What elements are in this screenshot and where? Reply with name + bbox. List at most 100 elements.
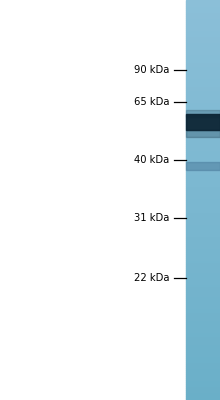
Bar bbox=[186, 38, 220, 40]
Bar bbox=[186, 224, 220, 226]
Bar bbox=[186, 132, 220, 134]
Bar bbox=[186, 14, 220, 16]
Bar bbox=[186, 356, 220, 358]
Bar bbox=[186, 376, 220, 378]
Bar bbox=[186, 372, 220, 374]
Bar bbox=[186, 316, 220, 318]
Bar bbox=[186, 344, 220, 346]
Bar bbox=[186, 30, 220, 32]
Bar bbox=[186, 238, 220, 240]
Bar bbox=[186, 4, 220, 6]
Text: 40 kDa: 40 kDa bbox=[134, 155, 169, 165]
Bar bbox=[186, 328, 220, 330]
Bar bbox=[186, 112, 220, 114]
Bar bbox=[186, 302, 220, 304]
Bar bbox=[186, 346, 220, 348]
Bar bbox=[186, 366, 220, 368]
Bar bbox=[186, 368, 220, 370]
Bar bbox=[186, 12, 220, 14]
Bar bbox=[186, 330, 220, 332]
Bar bbox=[186, 36, 220, 38]
Bar bbox=[186, 64, 220, 66]
Bar bbox=[186, 10, 220, 12]
Bar bbox=[186, 250, 220, 252]
Bar bbox=[186, 74, 220, 76]
Bar bbox=[186, 230, 220, 232]
Bar bbox=[186, 258, 220, 260]
Bar bbox=[186, 32, 220, 34]
Bar bbox=[186, 160, 220, 162]
Bar bbox=[186, 90, 220, 92]
Bar bbox=[186, 394, 220, 396]
Bar bbox=[186, 166, 220, 168]
Bar bbox=[186, 210, 220, 212]
Bar bbox=[186, 204, 220, 206]
Bar bbox=[186, 226, 220, 228]
Bar bbox=[186, 50, 220, 52]
Bar bbox=[186, 280, 220, 282]
Bar bbox=[186, 234, 220, 236]
Bar bbox=[186, 144, 220, 146]
Bar bbox=[186, 374, 220, 376]
Bar bbox=[186, 118, 220, 120]
Bar bbox=[186, 220, 220, 222]
Bar bbox=[186, 378, 220, 380]
Bar bbox=[186, 156, 220, 158]
Bar bbox=[186, 128, 220, 130]
Bar bbox=[186, 340, 220, 342]
Bar bbox=[186, 276, 220, 278]
Bar bbox=[186, 86, 220, 88]
Bar bbox=[186, 116, 220, 118]
Bar bbox=[186, 396, 220, 398]
Bar bbox=[186, 296, 220, 298]
Bar bbox=[186, 212, 220, 214]
Bar bbox=[186, 176, 220, 178]
Bar bbox=[186, 282, 220, 284]
Bar bbox=[186, 362, 220, 364]
Bar bbox=[186, 40, 220, 42]
Bar bbox=[186, 370, 220, 372]
Bar bbox=[186, 44, 220, 46]
Bar bbox=[186, 168, 220, 170]
Bar bbox=[186, 242, 220, 244]
Bar bbox=[186, 108, 220, 110]
Bar bbox=[186, 218, 220, 220]
Bar bbox=[186, 348, 220, 350]
Bar bbox=[186, 78, 220, 80]
Bar bbox=[186, 82, 220, 84]
Bar bbox=[186, 360, 220, 362]
Bar bbox=[186, 60, 220, 62]
Bar bbox=[186, 114, 220, 130]
Text: 31 kDa: 31 kDa bbox=[134, 213, 169, 223]
Bar bbox=[186, 308, 220, 310]
Bar bbox=[186, 260, 220, 262]
Bar bbox=[186, 350, 220, 352]
Bar bbox=[186, 304, 220, 306]
Bar bbox=[186, 254, 220, 256]
Bar bbox=[186, 266, 220, 268]
Bar bbox=[186, 174, 220, 176]
Bar bbox=[186, 268, 220, 270]
Bar bbox=[186, 386, 220, 388]
Bar bbox=[186, 256, 220, 258]
Bar bbox=[186, 388, 220, 390]
Bar bbox=[186, 96, 220, 98]
Bar bbox=[186, 194, 220, 196]
Text: 90 kDa: 90 kDa bbox=[134, 65, 169, 75]
Bar bbox=[186, 180, 220, 182]
Bar bbox=[186, 110, 220, 112]
Bar bbox=[186, 186, 220, 188]
Bar bbox=[186, 318, 220, 320]
Bar bbox=[186, 94, 220, 96]
Bar bbox=[186, 106, 220, 108]
Bar bbox=[186, 352, 220, 354]
Bar bbox=[186, 188, 220, 190]
Bar bbox=[186, 138, 220, 140]
Bar bbox=[186, 154, 220, 156]
Bar bbox=[186, 326, 220, 328]
Bar bbox=[186, 98, 220, 100]
Bar bbox=[186, 54, 220, 56]
Bar bbox=[186, 358, 220, 360]
Bar bbox=[186, 152, 220, 154]
Bar bbox=[186, 236, 220, 238]
